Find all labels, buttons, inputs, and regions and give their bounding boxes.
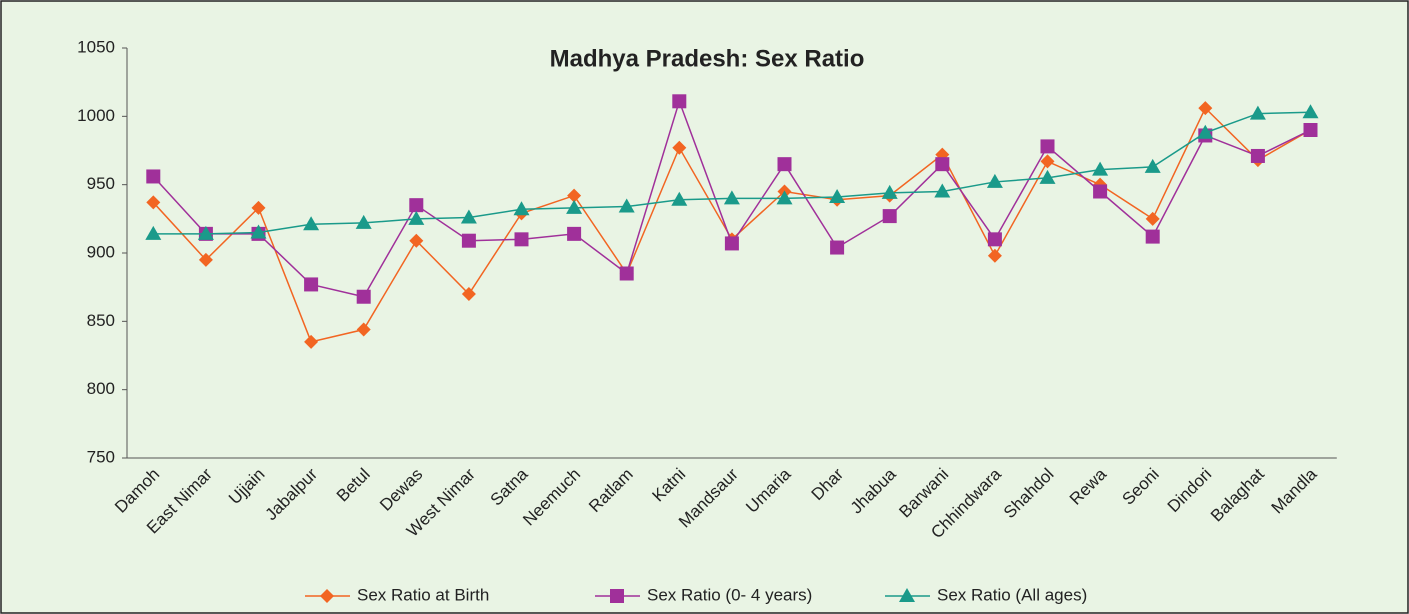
y-tick-label: 950: [87, 174, 115, 193]
data-point: [672, 94, 687, 109]
data-point: [724, 236, 739, 251]
data-point: [619, 266, 634, 281]
data-point: [829, 188, 846, 203]
data-point: [987, 248, 1002, 263]
data-point: [198, 252, 213, 267]
data-point: [250, 224, 267, 239]
data-point: [987, 232, 1002, 247]
data-point: [1144, 158, 1161, 173]
data-point: [567, 226, 582, 241]
data-point: [1302, 104, 1319, 119]
data-point: [197, 225, 214, 240]
data-point: [1040, 139, 1055, 154]
data-point: [1145, 211, 1160, 226]
data-point: [145, 225, 162, 240]
legend-label: Sex Ratio (All ages): [937, 585, 1087, 604]
data-point: [461, 233, 476, 248]
data-point: [1250, 148, 1265, 163]
y-tick-label: 1000: [77, 106, 115, 125]
data-point: [303, 216, 320, 231]
data-point: [356, 289, 371, 304]
data-point: [776, 190, 793, 205]
data-point: [355, 214, 372, 229]
data-point: [1303, 123, 1318, 137]
y-tick-label: 800: [87, 379, 115, 398]
legend-label: Sex Ratio at Birth: [357, 585, 489, 604]
data-point: [830, 240, 845, 255]
y-tick-label: 850: [87, 311, 115, 330]
y-tick-label: 1050: [77, 37, 115, 56]
data-point: [461, 287, 476, 301]
y-tick-label: 900: [87, 242, 115, 261]
legend-label: Sex Ratio (0- 4 years): [647, 585, 812, 604]
data-point: [566, 199, 583, 214]
data-point: [1039, 169, 1056, 184]
chart-title: Madhya Pradesh: Sex Ratio: [550, 45, 865, 72]
data-point: [409, 198, 424, 213]
data-point: [1092, 161, 1109, 176]
data-point: [304, 277, 319, 292]
data-point: [1197, 124, 1214, 139]
data-point: [986, 173, 1003, 188]
data-point: [408, 210, 425, 225]
data-point: [146, 169, 161, 184]
data-point: [513, 201, 530, 216]
data-point: [1093, 184, 1108, 199]
data-point: [671, 191, 688, 206]
data-point: [1198, 101, 1213, 116]
data-point: [320, 589, 334, 603]
data-point: [1249, 105, 1266, 120]
data-point: [777, 157, 792, 172]
data-point: [356, 322, 371, 337]
data-point: [146, 195, 161, 210]
data-point: [672, 140, 687, 155]
data-point: [881, 184, 898, 199]
data-point: [1145, 229, 1160, 244]
data-point: [1040, 154, 1055, 169]
data-point: [409, 233, 424, 248]
data-point: [567, 188, 582, 203]
data-point: [723, 190, 740, 205]
data-point: [618, 198, 635, 213]
data-point: [899, 588, 915, 602]
data-point: [251, 200, 266, 215]
data-point: [935, 157, 950, 172]
data-point: [934, 183, 951, 198]
data-point: [882, 209, 897, 224]
y-tick-label: 750: [87, 447, 115, 466]
data-point: [304, 334, 319, 349]
data-point: [460, 209, 477, 224]
data-point: [514, 232, 529, 247]
data-point: [610, 589, 624, 603]
